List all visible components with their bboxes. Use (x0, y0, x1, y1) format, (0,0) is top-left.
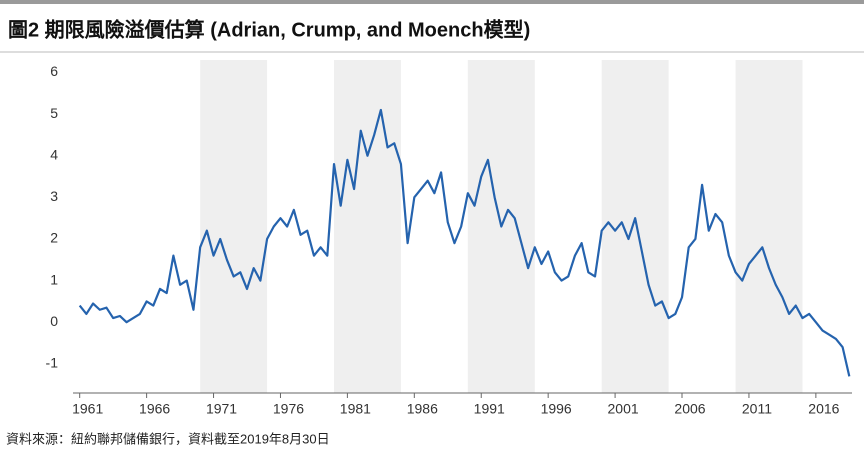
y-tick-label: 5 (50, 105, 58, 121)
data-line (78, 108, 851, 377)
x-tick-label: 1981 (340, 401, 371, 417)
y-tick-label: 4 (50, 146, 58, 162)
x-tick-label: 1996 (541, 401, 572, 417)
axes: -1 0 1 2 3 4 5 6 1961 1966 1971 1976 1981 1986 1991 199… (46, 63, 852, 417)
x-tick-label: 2016 (808, 401, 839, 417)
x-tick-label: 1961 (72, 401, 103, 417)
chart-title: 圖2 期限風險溢價估算 (Adrian, Crump, and Moench模型… (8, 17, 530, 41)
top-rule (0, 0, 864, 4)
x-tick-label: 2011 (742, 401, 772, 417)
y-tick-label: 6 (50, 63, 58, 79)
x-tick-label: 1991 (474, 401, 505, 417)
shaded-band (200, 60, 268, 393)
x-tick-label: 1971 (206, 401, 237, 417)
y-tick-label: -1 (46, 355, 59, 371)
plot (78, 108, 851, 377)
x-tick-label: 2006 (674, 401, 705, 417)
source-note: 資料來源：紐約聯邦儲備銀行，資料截至2019年8月30日 (6, 431, 330, 446)
y-tick-label: 2 (50, 230, 58, 246)
y-tick-label: 0 (50, 313, 58, 329)
y-tick-label: 3 (50, 188, 58, 204)
shaded-band (334, 60, 401, 393)
x-tick-label: 1976 (273, 401, 304, 417)
x-tick-label: 2001 (608, 401, 639, 417)
x-tick-label: 1986 (407, 401, 438, 417)
x-tick-label: 1966 (139, 401, 170, 417)
y-tick-label: 1 (50, 271, 58, 287)
bands (200, 60, 803, 393)
shaded-band (735, 60, 803, 393)
